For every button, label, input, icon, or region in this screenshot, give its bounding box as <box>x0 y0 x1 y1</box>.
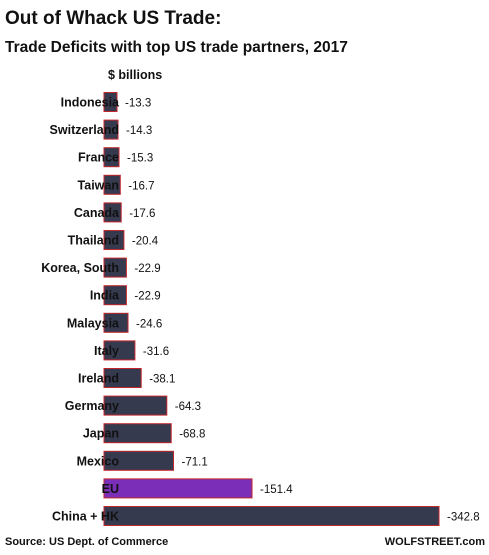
category-label: Switzerland <box>50 123 119 137</box>
category-label: Mexico <box>77 454 120 468</box>
value-label: -342.8 <box>447 512 480 524</box>
category-label: China + HK <box>52 510 119 524</box>
category-label: Japan <box>83 427 119 441</box>
bar-taiwan <box>103 174 121 195</box>
category-label: France <box>78 151 119 165</box>
category-label: Korea, South <box>41 261 119 275</box>
bar-china-hk <box>103 506 440 526</box>
category-label: India <box>90 289 120 303</box>
value-label: -71.1 <box>182 456 208 468</box>
bar-ireland <box>103 368 142 388</box>
bar-eu <box>103 478 253 499</box>
value-label: -24.6 <box>136 318 162 330</box>
category-label: Thailand <box>68 234 119 248</box>
value-label: -14.3 <box>126 125 152 137</box>
value-label: -13.3 <box>125 98 151 110</box>
value-label: -68.8 <box>179 429 205 441</box>
value-label: -31.6 <box>143 346 169 358</box>
chart-title: Out of Whack US Trade: <box>5 8 221 29</box>
chart-subtitle: Trade Deficits with top US trade partner… <box>5 39 348 56</box>
category-label: Indonesia <box>61 96 120 110</box>
brand-label: WOLFSTREET.com <box>385 536 485 548</box>
bar-italy <box>103 340 136 361</box>
bar-group: Indonesia -13.3 Switzerland -14.3 France -15.… <box>41 92 480 526</box>
bar-canada <box>103 202 122 223</box>
value-label: -17.6 <box>129 208 155 220</box>
value-label: -15.3 <box>127 153 153 165</box>
bar-germany <box>103 395 168 416</box>
bar-switzerland <box>103 119 119 140</box>
value-label: -38.1 <box>149 374 175 386</box>
source-note: Source: US Dept. of Commerce <box>5 536 168 548</box>
bar-france <box>103 147 120 168</box>
bar-indonesia <box>103 92 118 112</box>
bar-japan <box>103 423 172 444</box>
value-label: -64.3 <box>175 401 201 413</box>
category-label: Taiwan <box>78 178 119 192</box>
bar-korea-south <box>103 257 127 278</box>
category-label: Ireland <box>78 372 119 386</box>
bar-thailand <box>103 230 125 250</box>
value-label: -22.9 <box>134 291 160 303</box>
category-label: Canada <box>74 206 120 220</box>
unit-label: $ billions <box>108 68 162 82</box>
category-label: Malaysia <box>67 316 120 330</box>
value-label: -20.4 <box>132 236 159 248</box>
value-label: -22.9 <box>134 263 160 275</box>
category-label: Italy <box>94 344 119 358</box>
value-label: -151.4 <box>260 484 293 496</box>
bar-india <box>103 285 127 306</box>
bar-mexico <box>103 450 174 471</box>
category-label: Germany <box>65 399 119 413</box>
bar-malaysia <box>103 312 129 333</box>
value-label: -16.7 <box>128 180 154 192</box>
category-label: EU <box>102 482 119 496</box>
